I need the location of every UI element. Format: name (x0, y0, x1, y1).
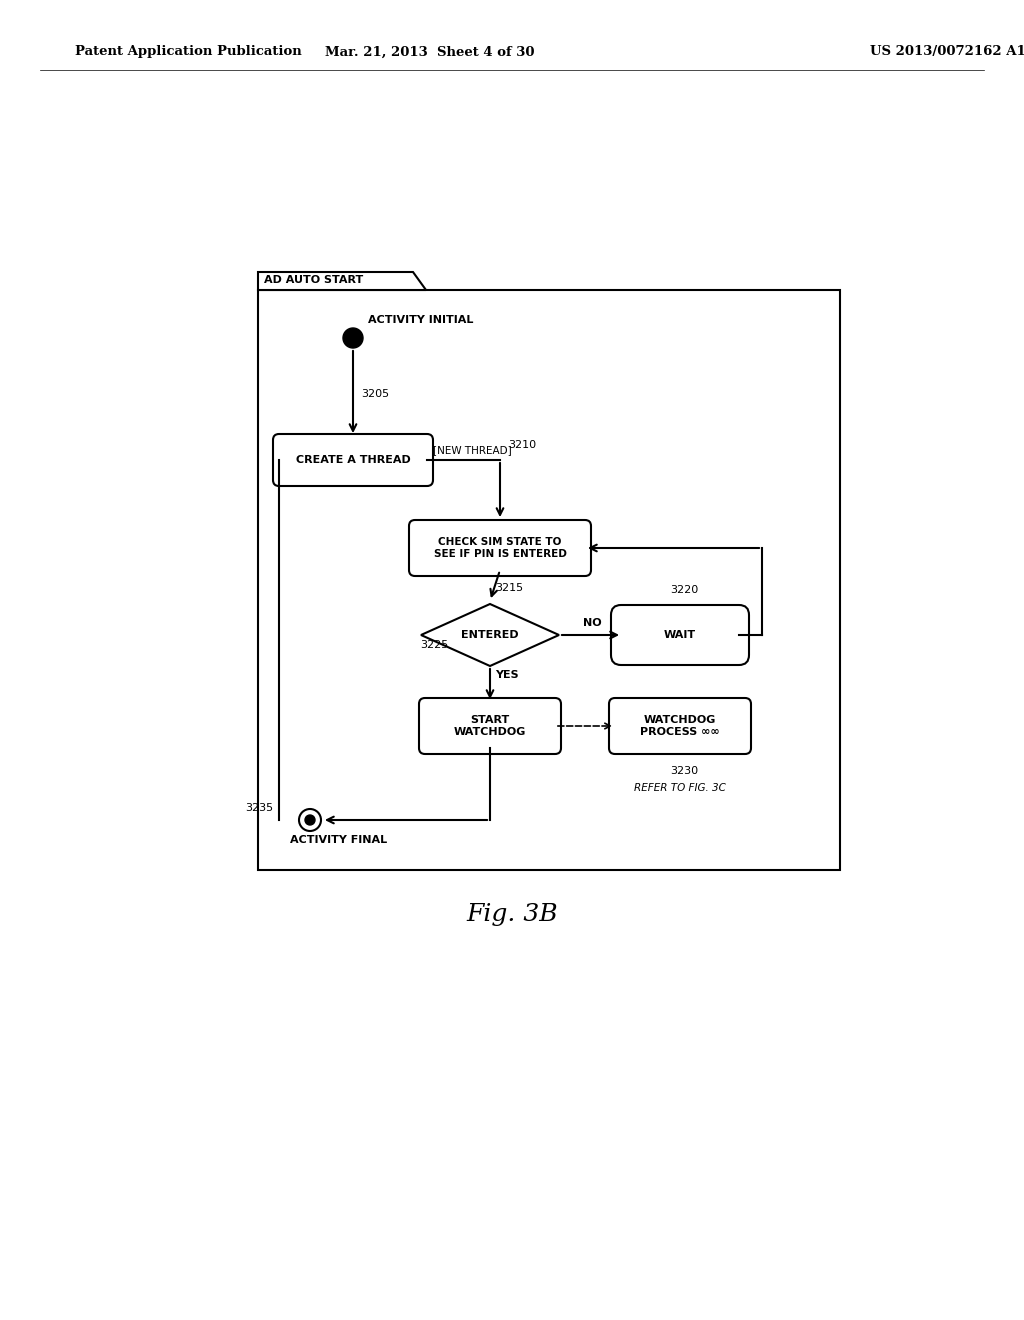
Text: 3230: 3230 (670, 766, 698, 776)
Text: YES: YES (495, 671, 518, 680)
Text: CREATE A THREAD: CREATE A THREAD (296, 455, 411, 465)
FancyBboxPatch shape (273, 434, 433, 486)
Text: Patent Application Publication: Patent Application Publication (75, 45, 302, 58)
FancyBboxPatch shape (609, 698, 751, 754)
Text: Fig. 3B: Fig. 3B (466, 903, 558, 927)
Text: START
WATCHDOG: START WATCHDOG (454, 715, 526, 737)
Text: ACTIVITY INITIAL: ACTIVITY INITIAL (368, 315, 473, 325)
Text: 3220: 3220 (670, 585, 698, 595)
Text: WAIT: WAIT (664, 630, 696, 640)
Text: AD AUTO START: AD AUTO START (264, 275, 364, 285)
Polygon shape (421, 605, 559, 667)
Circle shape (305, 814, 315, 825)
Text: NO: NO (583, 618, 601, 628)
Circle shape (343, 327, 362, 348)
Polygon shape (258, 272, 426, 290)
Text: [NEW THREAD]: [NEW THREAD] (433, 445, 512, 455)
Text: Mar. 21, 2013  Sheet 4 of 30: Mar. 21, 2013 Sheet 4 of 30 (326, 45, 535, 58)
FancyBboxPatch shape (409, 520, 591, 576)
Bar (258, 290, 840, 870)
FancyBboxPatch shape (611, 605, 749, 665)
Text: 3215: 3215 (495, 583, 523, 593)
Text: WATCHDOG
PROCESS ∞∞: WATCHDOG PROCESS ∞∞ (640, 715, 720, 737)
Text: ACTIVITY FINAL: ACTIVITY FINAL (290, 836, 387, 845)
Text: 3210: 3210 (508, 440, 537, 450)
Text: 3225: 3225 (420, 640, 449, 649)
Text: 3235: 3235 (245, 803, 273, 813)
Text: ENTERED: ENTERED (461, 630, 519, 640)
FancyBboxPatch shape (419, 698, 561, 754)
Text: REFER TO FIG. 3C: REFER TO FIG. 3C (634, 783, 726, 793)
Text: US 2013/0072162 A1: US 2013/0072162 A1 (870, 45, 1024, 58)
Text: CHECK SIM STATE TO
SEE IF PIN IS ENTERED: CHECK SIM STATE TO SEE IF PIN IS ENTERED (433, 537, 566, 560)
Text: 3205: 3205 (361, 389, 389, 399)
